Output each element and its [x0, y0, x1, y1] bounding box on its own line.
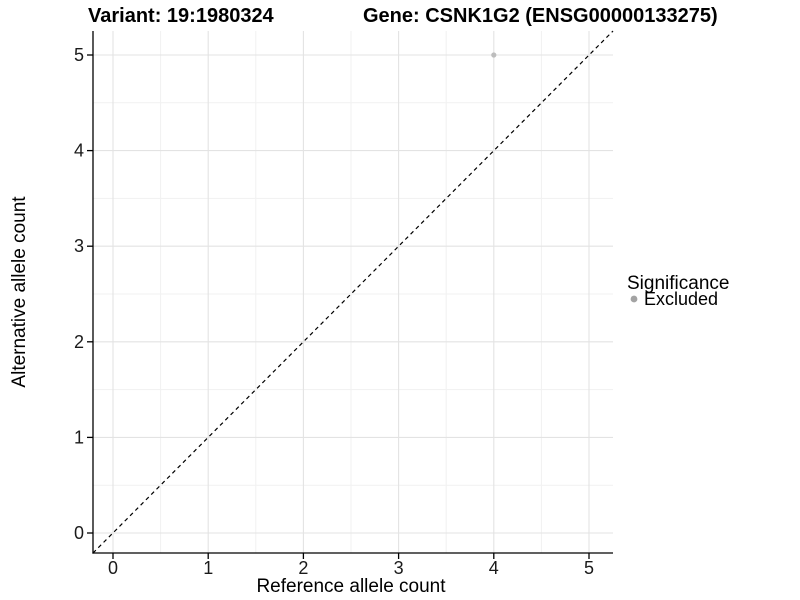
- x-tick-label: 5: [584, 558, 594, 578]
- variant-title: Variant: 19:1980324: [88, 5, 275, 27]
- y-tick-label: 5: [74, 45, 84, 65]
- legend: Significance Excluded: [627, 273, 729, 309]
- y-tick-label: 4: [74, 141, 84, 161]
- axis-ticks: [87, 54, 590, 559]
- y-tick-label: 3: [74, 236, 84, 256]
- gridlines-minor: [93, 31, 613, 553]
- legend-title: Significance: [627, 273, 729, 294]
- identity-line: [92, 30, 614, 554]
- gridlines-major: [93, 31, 613, 553]
- y-axis-title: Alternative allele count: [9, 196, 30, 388]
- x-tick-label: 3: [394, 558, 404, 578]
- x-tick-label: 4: [489, 558, 499, 578]
- identity-dashed-line: [92, 30, 614, 554]
- legend-label-excluded: Excluded: [644, 289, 718, 309]
- gene-title: Gene: CSNK1G2 (ENSG00000133275): [363, 5, 718, 27]
- x-tick-label: 1: [203, 558, 213, 578]
- x-axis-title: Reference allele count: [256, 576, 446, 597]
- y-tick-label: 2: [74, 332, 84, 352]
- data-point: [491, 52, 497, 58]
- axis-tick-labels: 0 1 2 3 4 5 0 1 2 3 4 5: [74, 45, 594, 578]
- x-tick-label: 0: [108, 558, 118, 578]
- legend-point-excluded-icon: [630, 295, 638, 303]
- axes: [92, 31, 613, 554]
- data-points: [491, 52, 497, 58]
- x-tick-label: 2: [298, 558, 308, 578]
- y-tick-label: 1: [74, 427, 84, 447]
- y-tick-label: 0: [74, 523, 84, 543]
